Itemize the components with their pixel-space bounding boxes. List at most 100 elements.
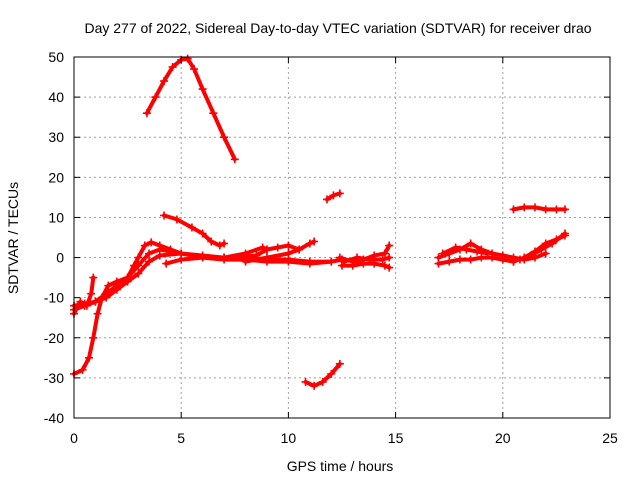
data-point	[380, 249, 389, 258]
data-point	[526, 251, 535, 260]
y-tick-label: -20	[44, 330, 64, 346]
data-point	[87, 289, 96, 298]
y-tick-label: 30	[48, 129, 64, 145]
data-point	[451, 243, 460, 252]
data-point	[520, 203, 529, 212]
data-point	[215, 241, 224, 250]
data-point	[329, 191, 338, 200]
x-tick-label: 20	[495, 430, 511, 446]
data-point	[365, 255, 374, 264]
data-point	[140, 241, 149, 250]
data-point	[130, 261, 139, 270]
y-tick-label: -10	[44, 290, 64, 306]
axis-ticks	[73, 56, 611, 419]
series-5	[160, 211, 229, 250]
y-tick-label: 20	[48, 169, 64, 185]
data-point	[155, 241, 164, 250]
series-0	[142, 54, 239, 164]
series-8	[241, 237, 319, 266]
data-point	[335, 189, 344, 198]
data-point	[560, 229, 569, 238]
data-point	[85, 353, 94, 362]
data-point	[483, 249, 492, 258]
data-point	[348, 261, 357, 270]
data-point	[445, 257, 454, 266]
data-point	[142, 109, 151, 118]
x-tick-label: 15	[388, 430, 404, 446]
data-point	[509, 205, 518, 214]
data-point	[134, 269, 143, 278]
data-point	[104, 281, 113, 290]
series-13	[340, 253, 394, 266]
data-point	[123, 277, 132, 286]
data-point	[541, 205, 550, 214]
data-point	[89, 333, 98, 342]
data-point	[230, 253, 239, 262]
y-tick-label: 0	[56, 250, 64, 266]
series-4	[70, 249, 336, 314]
data-point	[284, 249, 293, 258]
data-point	[151, 93, 160, 102]
data-point	[160, 211, 169, 220]
data-point	[262, 245, 271, 254]
data-point	[162, 259, 171, 268]
data-point	[515, 255, 524, 264]
data-point	[488, 253, 497, 262]
data-point	[284, 241, 293, 250]
data-point	[230, 155, 239, 164]
y-tick-label: 40	[48, 89, 64, 105]
data-point	[93, 309, 102, 318]
data-point	[89, 273, 98, 282]
data-point	[385, 241, 394, 250]
data-point	[198, 85, 207, 94]
y-tick-labels: -40 -30 -20 -10 0 10 20 30 40 50	[44, 49, 64, 426]
y-tick-label: 50	[48, 49, 64, 65]
data-point	[537, 245, 546, 254]
x-tick-labels: 0 5 10 15 20 25	[70, 430, 618, 446]
x-tick-label: 0	[70, 430, 78, 446]
y-tick-label: -40	[44, 410, 64, 426]
data-point	[177, 255, 186, 264]
data-point	[455, 255, 464, 264]
data-point	[318, 377, 327, 386]
data-point	[112, 285, 121, 294]
data-point	[220, 239, 229, 248]
data-point	[262, 253, 271, 262]
chart-title: Day 277 of 2022, Sidereal Day-to-day VTE…	[84, 20, 591, 36]
data-point	[335, 253, 344, 262]
data-point	[145, 249, 154, 258]
x-axis-label: GPS time / hours	[287, 458, 394, 474]
plot-frame	[73, 56, 611, 419]
data-point	[498, 255, 507, 264]
series-16	[438, 243, 492, 258]
data-point	[166, 245, 175, 254]
data-point	[462, 245, 471, 254]
data-point	[434, 259, 443, 268]
data-point	[380, 261, 389, 270]
data-point	[172, 215, 181, 224]
data-point	[541, 249, 550, 258]
data-point	[338, 261, 346, 270]
y-tick-label: 10	[48, 209, 64, 225]
data-point	[220, 253, 229, 262]
data-point	[183, 54, 192, 63]
data-point	[509, 257, 518, 266]
series-17	[509, 203, 569, 214]
data-point	[560, 205, 569, 214]
data-point	[477, 253, 486, 262]
series-9	[301, 359, 344, 390]
data-point	[327, 369, 336, 378]
data-point	[353, 253, 362, 262]
data-point	[160, 77, 169, 86]
series-19	[515, 229, 569, 264]
data-point	[322, 195, 331, 204]
data-point	[78, 365, 87, 374]
x-tick-label: 25	[602, 430, 618, 446]
data-point	[466, 239, 475, 248]
data-point	[220, 133, 229, 142]
data-point	[198, 253, 207, 262]
y-tick-label: -30	[44, 370, 64, 386]
data-point	[198, 229, 207, 238]
data-point	[385, 253, 394, 262]
